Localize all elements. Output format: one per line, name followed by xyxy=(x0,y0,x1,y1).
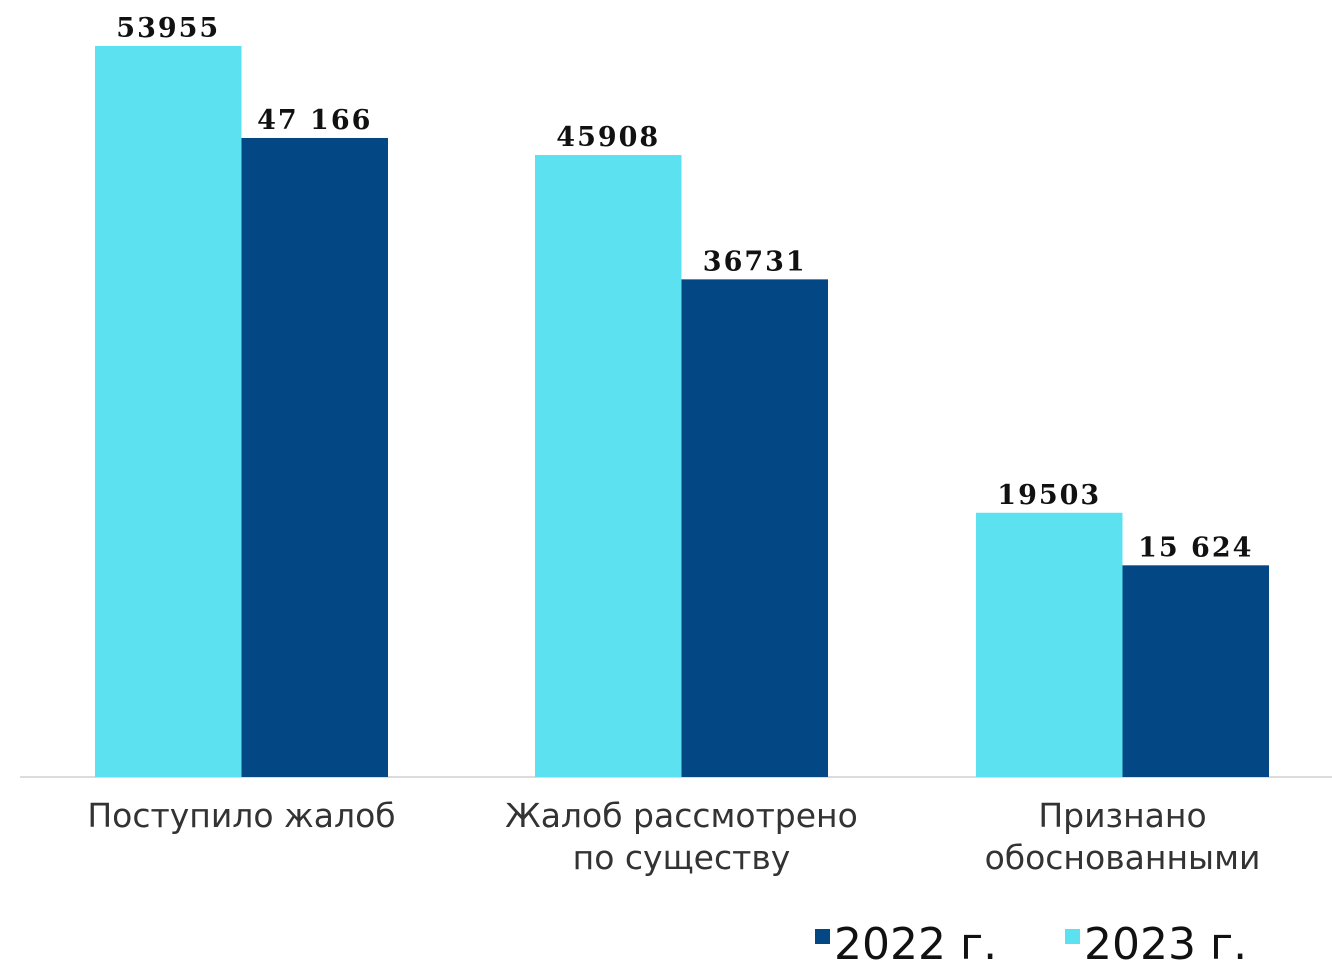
x-tick-label: Жалоб рассмотрено по существу xyxy=(462,795,902,879)
value-label: 19503 xyxy=(997,480,1101,511)
legend-swatch xyxy=(1065,929,1080,944)
x-tick-label: Поступило жалоб xyxy=(22,795,462,837)
chart: 53955 45908 19503 47 166 36731 15 624 2023 г. 2… xyxy=(0,0,1332,964)
legend-swatch xyxy=(815,929,830,944)
value-label: 53955 xyxy=(116,13,220,44)
bar xyxy=(1123,565,1270,777)
bar xyxy=(535,155,682,777)
value-label: 45908 xyxy=(556,122,660,153)
bar xyxy=(976,513,1123,777)
bar xyxy=(682,279,829,777)
x-tick-label: Признано обоснованными xyxy=(903,795,1332,879)
value-label: 47 166 xyxy=(257,105,372,136)
bar xyxy=(95,46,242,777)
value-label: 15 624 xyxy=(1138,532,1253,563)
bar xyxy=(242,138,389,777)
legend-label: 2023 г. xyxy=(1084,919,1247,964)
legend-label: 2022 г. xyxy=(834,919,997,964)
value-label: 36731 xyxy=(703,246,807,277)
